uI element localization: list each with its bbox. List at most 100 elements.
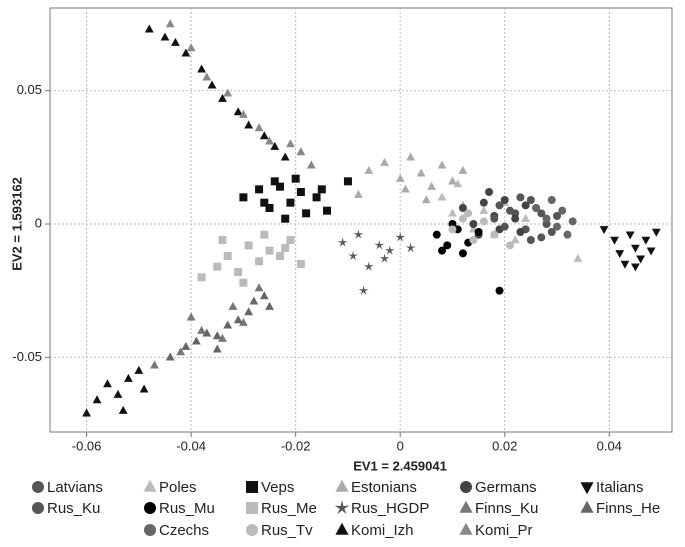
- point: [343, 177, 352, 186]
- point: [296, 188, 305, 196]
- point: [380, 157, 389, 166]
- point: [537, 209, 546, 218]
- point: [443, 241, 452, 250]
- legend-marker: [143, 479, 157, 492]
- point: [202, 328, 212, 337]
- legend-label: Italians: [596, 479, 644, 496]
- point: [212, 331, 222, 340]
- legend-marker: [460, 481, 472, 493]
- point: [490, 230, 499, 239]
- point: [281, 244, 290, 252]
- point: [510, 235, 520, 244]
- point: [348, 250, 359, 261]
- point: [259, 291, 269, 300]
- point: [490, 214, 499, 223]
- point: [165, 19, 175, 28]
- point: [260, 230, 269, 239]
- point: [448, 225, 457, 234]
- legend-marker: [246, 481, 258, 493]
- point: [358, 285, 369, 295]
- point: [363, 261, 374, 271]
- point: [171, 37, 180, 46]
- point: [364, 165, 374, 174]
- point: [275, 252, 284, 260]
- legend-label: Finns_He: [596, 500, 660, 517]
- point: [573, 253, 583, 262]
- point: [150, 360, 159, 369]
- point: [255, 257, 264, 266]
- point: [249, 296, 259, 305]
- point: [233, 315, 243, 324]
- point: [296, 147, 306, 156]
- legend-label: Latvians: [47, 479, 103, 496]
- point: [505, 206, 514, 215]
- point: [448, 208, 457, 217]
- point: [197, 64, 206, 73]
- point: [259, 131, 269, 140]
- point: [103, 379, 112, 388]
- point: [181, 48, 191, 57]
- legend-marker: [459, 500, 473, 513]
- legend-label: Komi_Izh: [351, 522, 414, 539]
- point: [223, 320, 233, 329]
- legend-label: Germans: [475, 479, 537, 496]
- point: [265, 246, 274, 255]
- x-tick-label: 0: [397, 438, 404, 453]
- point: [191, 336, 201, 345]
- point: [526, 196, 535, 204]
- point: [416, 168, 426, 177]
- point: [92, 395, 102, 404]
- legend-marker: [246, 502, 258, 514]
- x-tick-label: -0.04: [176, 438, 206, 453]
- point: [212, 344, 222, 353]
- point: [511, 214, 520, 223]
- y-axis-label: EV2 = 1.593162: [9, 177, 24, 271]
- point: [479, 205, 489, 214]
- x-tick-label: -0.06: [72, 438, 102, 453]
- point: [238, 109, 248, 118]
- point: [207, 80, 217, 89]
- point: [448, 176, 457, 185]
- legend-label: Rus_Ku: [47, 500, 100, 517]
- legend-label: Rus_HGDP: [351, 500, 429, 517]
- point: [197, 325, 206, 334]
- x-axis-label: EV1 = 2.459041: [353, 458, 447, 473]
- x-tick-label: 0.04: [597, 438, 622, 453]
- point: [244, 241, 253, 250]
- legend-label: Rus_Tv: [261, 522, 313, 539]
- point: [542, 214, 551, 223]
- point: [500, 196, 509, 204]
- point: [312, 193, 321, 202]
- point: [421, 195, 431, 204]
- point: [537, 233, 546, 242]
- point: [280, 152, 290, 161]
- point: [405, 242, 416, 253]
- point: [337, 237, 348, 247]
- legend-label: Estonians: [351, 479, 417, 496]
- point: [202, 72, 212, 81]
- point: [401, 184, 410, 193]
- legend-marker: [246, 524, 258, 536]
- point: [432, 230, 441, 239]
- point: [270, 141, 280, 150]
- point: [238, 317, 248, 326]
- legend-marker: [335, 522, 349, 535]
- point: [526, 236, 535, 244]
- point: [547, 228, 556, 236]
- point: [160, 32, 170, 41]
- legend-marker: [580, 500, 594, 513]
- legend-marker: [335, 479, 349, 492]
- point: [176, 347, 186, 356]
- legend-marker: [459, 522, 473, 535]
- point: [255, 185, 264, 194]
- point: [197, 273, 206, 282]
- point: [302, 209, 311, 218]
- point: [239, 278, 248, 287]
- point: [270, 177, 279, 186]
- point: [379, 253, 390, 263]
- point: [374, 240, 385, 250]
- point: [599, 226, 609, 235]
- point: [165, 352, 175, 361]
- point: [516, 193, 525, 202]
